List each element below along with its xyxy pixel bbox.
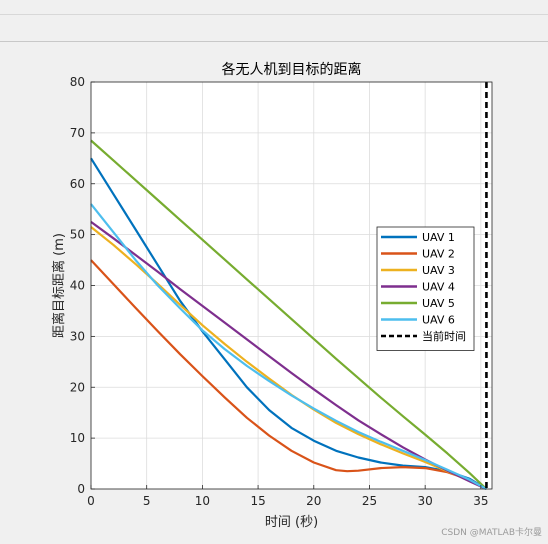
y-axis-label: 距离目标距离 (m) [51, 233, 67, 338]
series-line-uav-5 [90, 139, 488, 490]
legend: UAV 1 UAV 2 UAV 3 UAV 4 UAV 5 UAV 6 当前时间 [376, 226, 475, 351]
y-tick-label: 40 [70, 279, 85, 293]
x-tick-label: 0 [87, 494, 95, 508]
y-tick-label: 70 [70, 126, 85, 140]
y-tick-label: 10 [70, 431, 85, 445]
grid [90, 81, 492, 490]
series-line-uav-6 [90, 203, 487, 490]
x-tick-label: 35 [473, 494, 488, 508]
y-tick-label: 80 [70, 75, 85, 89]
ticks: 0 5 10 15 20 25 30 35 0 10 20 30 40 50 60 70 80 [70, 75, 489, 508]
x-tick-label: 30 [418, 494, 433, 508]
y-tick-label: 60 [70, 177, 85, 191]
legend-label: 当前时间 [422, 329, 466, 343]
legend-label: UAV 5 [422, 297, 455, 310]
x-tick-label: 5 [143, 494, 151, 508]
figure-toolbar [0, 15, 548, 42]
x-axis-label: 时间 (秒) [265, 515, 318, 530]
legend-label: UAV 1 [422, 231, 455, 244]
y-tick-label: 50 [70, 228, 85, 242]
legend-label: UAV 2 [422, 248, 455, 261]
chart-title: 各无人机到目标的距离 [222, 61, 362, 78]
legend-label: UAV 3 [422, 264, 455, 277]
legend-label: UAV 4 [422, 281, 455, 294]
series-line-uav-2 [90, 259, 487, 490]
legend-box [376, 226, 475, 351]
x-tick-label: 20 [306, 494, 321, 508]
y-tick-label: 30 [70, 329, 85, 343]
y-tick-label: 0 [77, 482, 85, 496]
x-tick-label: 25 [362, 494, 377, 508]
x-tick-label: 10 [195, 494, 210, 508]
y-tick-label: 20 [70, 380, 85, 394]
legend-label: UAV 6 [422, 314, 455, 327]
series-layer [90, 139, 488, 491]
watermark: CSDN @MATLAB卡尔曼 [441, 528, 542, 538]
x-tick-label: 15 [250, 494, 265, 508]
figure-toolbar-top [0, 0, 548, 15]
